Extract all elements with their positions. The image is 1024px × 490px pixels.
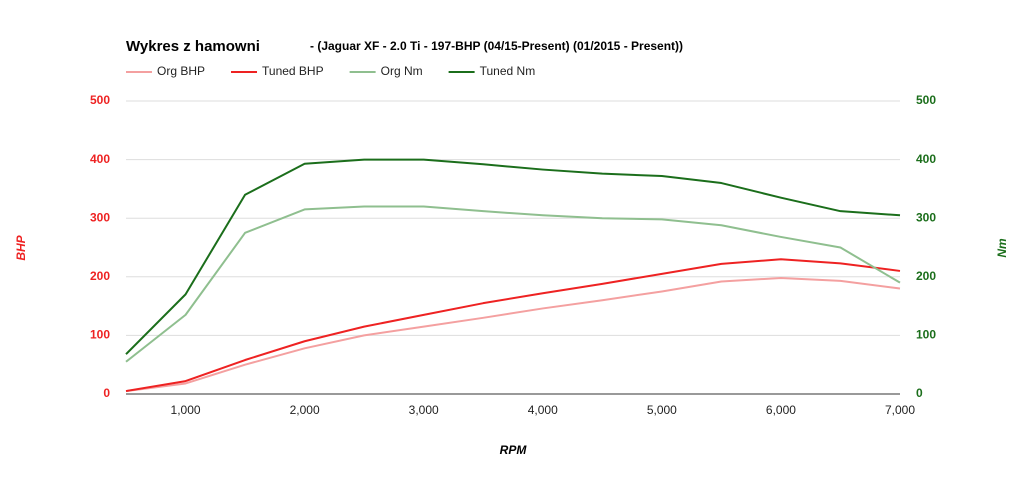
legend-label: Tuned BHP [262,64,324,78]
y-axis-label: BHP [14,234,28,260]
x-tick-label: 6,000 [766,403,796,417]
y2-tick-label: 300 [916,210,936,224]
y-tick-label: 300 [90,210,110,224]
y-tick-label: 500 [90,93,110,107]
x-tick-label: 1,000 [171,403,201,417]
series-line [125,205,901,363]
x-tick-label: 4,000 [528,403,558,417]
chart-title: Wykres z hamowni [126,38,260,55]
x-tick-label: 3,000 [409,403,439,417]
x-tick-label: 5,000 [647,403,677,417]
x-tick-label: 2,000 [290,403,320,417]
y-tick-label: 100 [90,328,110,342]
y-tick-label: 200 [90,269,110,283]
series-line [125,158,901,355]
y-tick-label: 400 [90,152,110,166]
y2-tick-label: 500 [916,93,936,107]
y-tick-label: 0 [103,386,110,400]
y2-tick-label: 200 [916,269,936,283]
y2-tick-label: 100 [916,328,936,342]
chart-subtitle: - (Jaguar XF - 2.0 Ti - 197-BHP (04/15-P… [310,39,683,53]
legend-label: Org Nm [381,64,423,78]
y2-tick-label: 0 [916,386,923,400]
y2-tick-label: 400 [916,152,936,166]
x-tick-label: 7,000 [885,403,915,417]
series-line [125,276,901,393]
y2-axis-label: Nm [995,238,1009,258]
series-line [125,258,901,393]
x-axis-label: RPM [500,443,528,457]
legend-label: Org BHP [157,64,205,78]
legend-label: Tuned Nm [480,64,536,78]
